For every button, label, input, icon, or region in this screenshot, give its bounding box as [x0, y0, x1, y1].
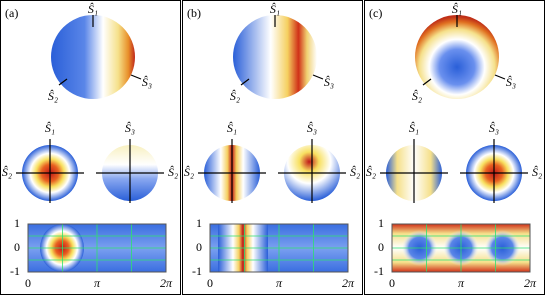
axis-label: Ŝ₁: [409, 121, 419, 135]
axis-label: Ŝ₁: [270, 2, 280, 16]
axis: [240, 78, 250, 86]
y-tick-label: -1: [374, 264, 384, 278]
panel-label: (b): [187, 6, 201, 20]
axis-label: Ŝ₂: [2, 165, 12, 179]
axis-label: Ŝ₃: [324, 75, 334, 89]
x-tick-label: 2π: [160, 276, 173, 290]
x-tick-label: 0: [389, 276, 395, 290]
axis: [312, 74, 324, 80]
y-tick-label: 0: [196, 240, 202, 254]
axis: [130, 74, 142, 80]
sphere: [51, 15, 135, 99]
axis-label: Ŝ₃: [307, 121, 317, 135]
y-tick-label: 1: [196, 216, 202, 230]
x-tick-label: 0: [25, 276, 31, 290]
axis: [422, 78, 432, 86]
panel-label: (a): [5, 6, 18, 20]
axis-label: Ŝ₂: [366, 165, 376, 179]
y-tick-label: 1: [14, 216, 20, 230]
x-tick-label: π: [458, 276, 465, 290]
panel-label: (c): [369, 6, 382, 20]
axis-label: Ŝ₃: [142, 75, 152, 89]
axis-label: Ŝ₂: [168, 165, 178, 179]
axis-label: Ŝ₃: [506, 75, 516, 89]
axis-label: Ŝ₁: [45, 121, 55, 135]
y-tick-label: -1: [192, 264, 202, 278]
axis-label: Ŝ₁: [227, 121, 237, 135]
axis-label: Ŝ₃: [125, 121, 135, 135]
y-tick-label: 0: [14, 240, 20, 254]
axis: [494, 74, 506, 80]
x-tick-label: π: [276, 276, 283, 290]
x-tick-label: 2π: [524, 276, 537, 290]
sphere: [415, 15, 499, 99]
axis-label: Ŝ₂: [350, 165, 360, 179]
axis-label: Ŝ₂: [532, 165, 542, 179]
heatmap-frame: [209, 223, 349, 273]
sphere: [233, 15, 317, 99]
axis: [58, 78, 68, 86]
x-tick-label: π: [94, 276, 101, 290]
axis-label: Ŝ₂: [230, 89, 240, 103]
axis-label: Ŝ₂: [412, 89, 422, 103]
heatmap-frame: [27, 223, 167, 273]
y-tick-label: -1: [10, 264, 20, 278]
x-tick-label: 2π: [342, 276, 355, 290]
axis-label: Ŝ₁: [452, 2, 462, 16]
y-tick-label: 1: [378, 216, 384, 230]
axis-label: Ŝ₃: [489, 121, 499, 135]
axis-label: Ŝ₂: [48, 89, 58, 103]
x-tick-label: 0: [207, 276, 213, 290]
heatmap-frame: [391, 223, 531, 273]
axis-label: Ŝ₁: [88, 2, 98, 16]
y-tick-label: 0: [378, 240, 384, 254]
axis-label: Ŝ₂: [184, 165, 194, 179]
